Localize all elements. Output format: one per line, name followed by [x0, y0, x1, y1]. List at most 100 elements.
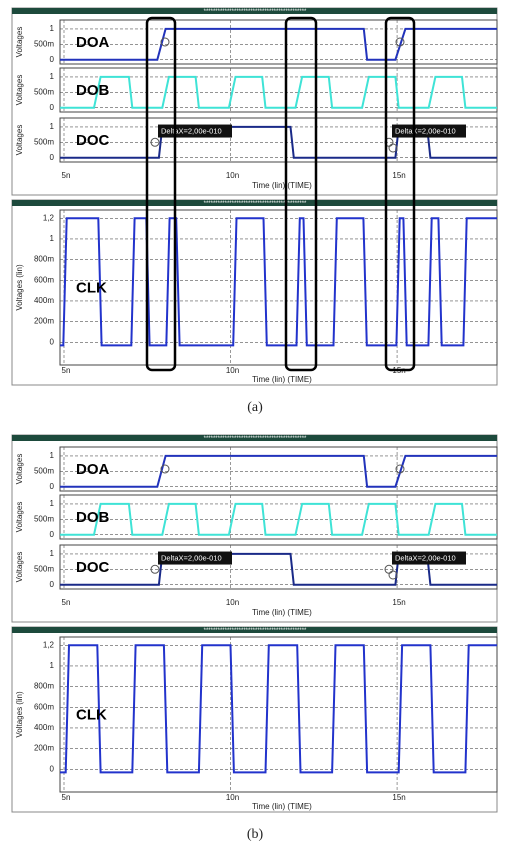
y-axis-label: Voltages (lin) — [15, 691, 24, 738]
x-tick-label: 5n — [62, 366, 71, 375]
y-tick-label: 1,2 — [43, 640, 55, 649]
y-axis-label: Voltages — [15, 502, 24, 533]
waveform — [60, 552, 497, 586]
y-tick-label: 800m — [34, 255, 54, 264]
y-tick-label: 0 — [50, 580, 55, 589]
panel-header-text: ****************************************… — [204, 628, 307, 634]
y-tick-label: 0 — [50, 153, 55, 162]
caption: (b) — [247, 827, 264, 842]
y-tick-label: 400m — [34, 723, 54, 732]
y-tick-label: 0 — [50, 55, 55, 64]
annotation: DeltaX=2,00e-010 — [161, 554, 222, 563]
y-axis-label: Voltages — [15, 125, 24, 156]
annotation-box — [392, 551, 466, 565]
plot-area — [59, 209, 498, 366]
signal-label: DOA — [76, 461, 110, 478]
plot-area — [59, 19, 498, 65]
y-tick-label: 500m — [34, 87, 54, 96]
x-tick-label: 15n — [392, 598, 405, 607]
panel-header-text: ****************************************… — [204, 9, 307, 15]
annotation-box — [392, 124, 466, 138]
x-tick-label: 10n — [226, 171, 239, 180]
caption: (a) — [247, 400, 263, 415]
waveform — [60, 75, 497, 109]
y-tick-label: 600m — [34, 275, 54, 284]
waveform — [60, 502, 497, 536]
cursor-marker — [160, 37, 170, 47]
signal-label: DOB — [76, 82, 110, 99]
y-tick-label: 0 — [50, 482, 55, 491]
panel-header-text: ****************************************… — [204, 201, 307, 207]
annotation: DeltaX=2,00e-010 — [161, 127, 222, 136]
y-axis-label: Voltages — [15, 75, 24, 106]
cursor-marker — [395, 464, 405, 474]
y-axis-label: Voltages — [15, 552, 24, 583]
waveform — [60, 125, 497, 159]
y-axis-label: Voltages — [15, 454, 24, 485]
panel-header — [12, 8, 497, 14]
cursor-marker — [395, 37, 405, 47]
panel-header — [12, 200, 497, 206]
signal-label: CLK — [76, 279, 107, 296]
x-tick-label: 5n — [62, 793, 71, 802]
x-tick-label: 15n — [392, 793, 405, 802]
y-axis-label: Voltages (lin) — [15, 264, 24, 311]
y-tick-label: 1,2 — [43, 213, 55, 222]
annotation-box — [158, 551, 232, 565]
signal-label: DOA — [76, 34, 110, 51]
y-tick-label: 0 — [50, 103, 55, 112]
waveform — [60, 27, 497, 61]
x-tick-label: 5n — [62, 598, 71, 607]
panel-header-text: ****************************************… — [204, 436, 307, 442]
waveform — [60, 454, 497, 488]
y-tick-label: 1 — [50, 499, 55, 508]
highlight-box — [284, 16, 318, 372]
x-axis-label: Time (lin) (TIME) — [252, 181, 312, 190]
x-axis-label: Time (lin) (TIME) — [252, 608, 312, 617]
x-tick-label: 10n — [226, 366, 239, 375]
panel-header — [12, 627, 497, 633]
panel-header — [12, 435, 497, 441]
waveform — [60, 644, 497, 774]
x-tick-label: 10n — [226, 793, 239, 802]
annotation: DeltaX=2,00e-010 — [395, 127, 456, 136]
x-tick-label: 10n — [226, 598, 239, 607]
cursor-marker — [150, 564, 160, 574]
x-axis-label: Time (lin) (TIME) — [252, 802, 312, 811]
y-tick-label: 1 — [50, 549, 55, 558]
signal-label: DOC — [76, 132, 110, 149]
signal-label: DOB — [76, 509, 110, 526]
plot-area — [59, 446, 498, 492]
y-tick-label: 0 — [50, 337, 55, 346]
x-axis-label: Time (lin) (TIME) — [252, 375, 312, 384]
y-tick-label: 1 — [50, 451, 55, 460]
y-tick-label: 1 — [50, 234, 55, 243]
highlight-box — [384, 16, 416, 372]
y-tick-label: 400m — [34, 296, 54, 305]
cursor-marker — [150, 137, 160, 147]
annotation-box — [158, 124, 232, 138]
y-tick-label: 1 — [50, 24, 55, 33]
plot-area — [59, 67, 498, 113]
y-tick-label: 200m — [34, 744, 54, 753]
y-tick-label: 1 — [50, 122, 55, 131]
y-tick-label: 500m — [34, 137, 54, 146]
cursor-marker — [160, 464, 170, 474]
signal-label: CLK — [76, 706, 107, 723]
x-tick-label: 5n — [62, 171, 71, 180]
cursor-marker — [388, 570, 398, 580]
cursor-marker — [388, 143, 398, 153]
y-tick-label: 500m — [34, 564, 54, 573]
y-tick-label: 0 — [50, 764, 55, 773]
y-tick-label: 500m — [34, 466, 54, 475]
signal-label: DOC — [76, 559, 110, 576]
y-tick-label: 0 — [50, 530, 55, 539]
plot-area — [59, 494, 498, 540]
y-tick-label: 600m — [34, 702, 54, 711]
y-tick-label: 800m — [34, 682, 54, 691]
highlight-box — [145, 16, 177, 372]
y-tick-label: 1 — [50, 72, 55, 81]
x-tick-label: 15n — [392, 171, 405, 180]
